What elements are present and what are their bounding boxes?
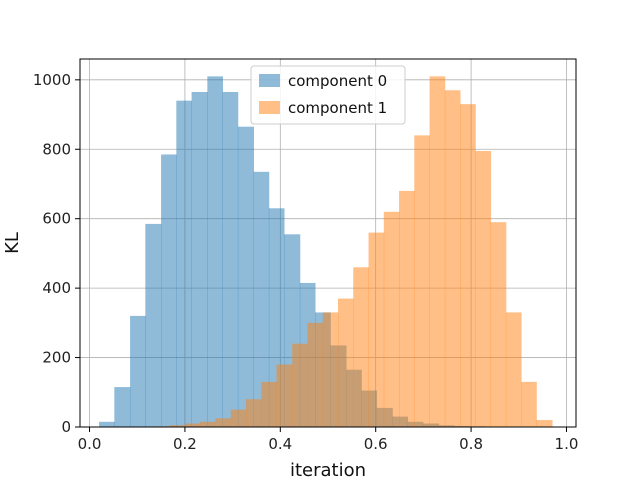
histogram-bar-series-1 bbox=[184, 423, 201, 427]
x-axis-ticks: 0.0 0.2 0.4 0.6 0.8 1.0 bbox=[78, 427, 579, 453]
histogram-bar-series-1 bbox=[322, 312, 339, 427]
histogram-bar-series-1 bbox=[276, 364, 293, 427]
histogram-bar-series-1 bbox=[444, 90, 461, 427]
histogram-bar-series-1 bbox=[353, 267, 369, 427]
y-axis-ticks: 0 200 400 600 800 1000 bbox=[33, 71, 80, 436]
histogram-bar-series-1 bbox=[399, 190, 415, 427]
histogram-bar-series-1 bbox=[475, 151, 492, 427]
x-tick-label: 1.0 bbox=[555, 435, 579, 453]
histogram-bar-series-0 bbox=[114, 387, 131, 427]
histogram-bar-series-0 bbox=[161, 154, 177, 428]
histogram-bar-series-1 bbox=[429, 76, 446, 427]
legend-label: component 1 bbox=[288, 99, 387, 117]
legend-swatch bbox=[259, 101, 280, 114]
x-tick-label: 0.4 bbox=[268, 435, 292, 453]
histogram-bar-series-0 bbox=[237, 126, 254, 427]
histogram-bar-series-1 bbox=[521, 381, 537, 427]
histogram-bar-series-0 bbox=[222, 91, 239, 427]
x-tick-label: 0.2 bbox=[173, 435, 197, 453]
histogram-bar-series-1 bbox=[292, 343, 308, 427]
histogram-bar-series-0 bbox=[99, 421, 115, 427]
histogram-bar-series-1 bbox=[215, 418, 232, 427]
histogram-bar-series-1 bbox=[230, 409, 247, 427]
y-tick-label: 1000 bbox=[33, 71, 71, 89]
histogram-bar-series-0 bbox=[176, 100, 192, 428]
histogram-bar-series-1 bbox=[460, 104, 476, 427]
y-tick-label: 200 bbox=[42, 349, 71, 367]
histogram-bars bbox=[99, 76, 553, 428]
legend-swatch bbox=[259, 74, 280, 87]
histogram-bar-series-1 bbox=[490, 222, 507, 427]
histogram-bar-series-1 bbox=[505, 312, 522, 427]
histogram-bar-series-0 bbox=[191, 91, 208, 427]
legend-box bbox=[250, 65, 406, 125]
x-tick-label: 0.6 bbox=[364, 435, 388, 453]
histogram-bar-series-1 bbox=[261, 381, 277, 427]
histogram-bar-series-0 bbox=[145, 223, 162, 427]
histogram-bar-series-0 bbox=[253, 171, 270, 427]
legend: component 0 component 1 bbox=[250, 65, 406, 125]
x-tick-label: 0.0 bbox=[78, 435, 102, 453]
histogram-bar-series-1 bbox=[169, 425, 186, 427]
x-tick-label: 0.8 bbox=[459, 435, 483, 453]
histogram-bar-series-1 bbox=[383, 211, 400, 427]
histogram-bar-series-1 bbox=[536, 420, 553, 427]
legend-label: component 0 bbox=[288, 72, 387, 90]
histogram-bar-series-1 bbox=[338, 298, 354, 427]
y-tick-label: 600 bbox=[42, 210, 71, 228]
histogram-bar-series-0 bbox=[130, 315, 146, 427]
histogram-bar-series-0 bbox=[207, 76, 223, 427]
histogram-bar-series-1 bbox=[414, 135, 430, 427]
x-axis-label: iteration bbox=[290, 460, 366, 480]
plot-frame bbox=[79, 58, 577, 428]
y-axis-label: KL bbox=[2, 232, 23, 254]
histogram-bar-series-1 bbox=[307, 322, 324, 427]
histogram-bar-series-1 bbox=[368, 232, 385, 427]
histogram-bar-series-1 bbox=[245, 399, 262, 427]
y-tick-label: 800 bbox=[42, 140, 71, 158]
y-tick-label: 0 bbox=[61, 418, 71, 436]
histogram-bar-series-1 bbox=[200, 421, 216, 427]
y-tick-label: 400 bbox=[42, 279, 71, 297]
